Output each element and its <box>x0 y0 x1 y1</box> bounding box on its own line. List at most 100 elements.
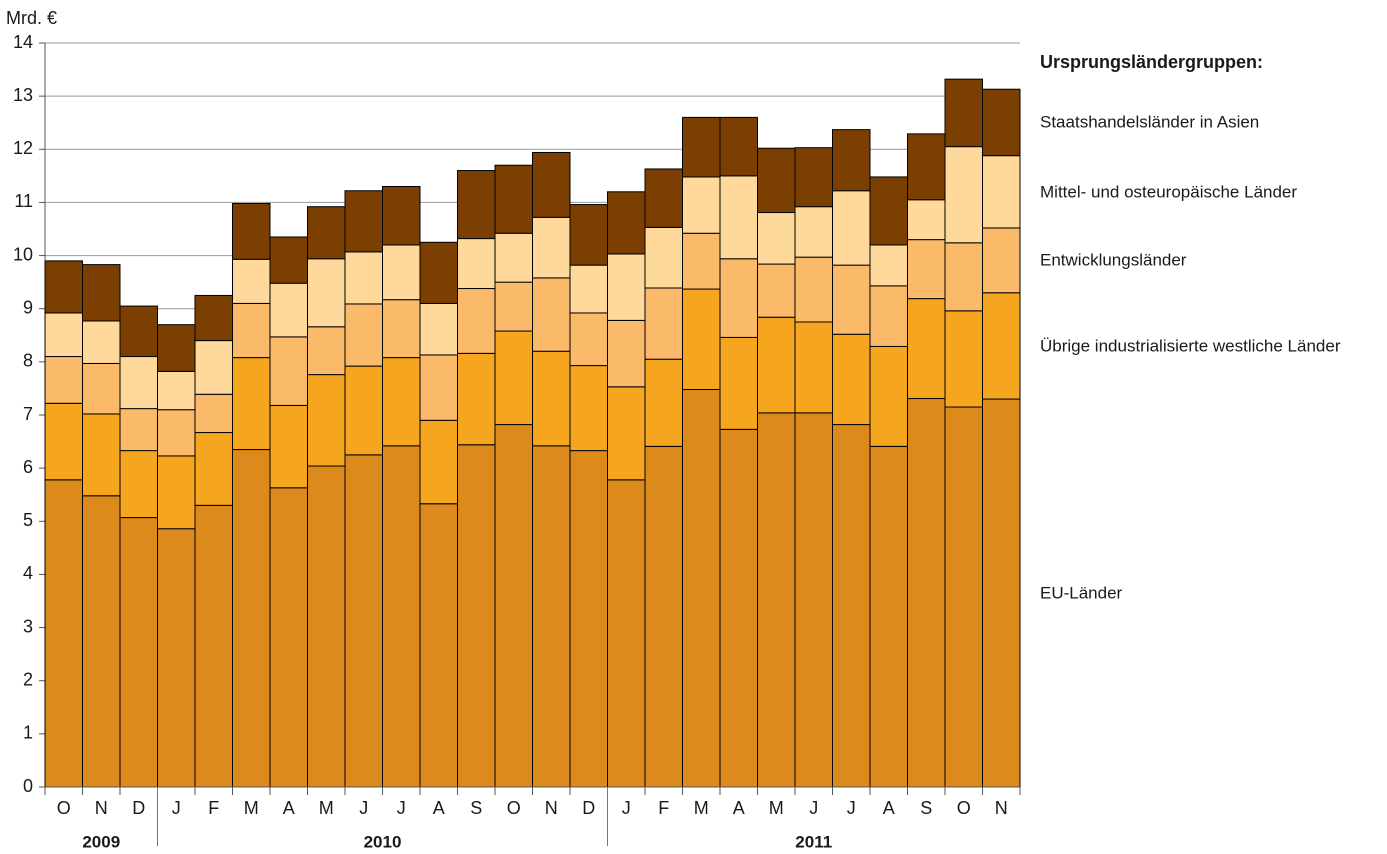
bar-segment <box>607 191 646 255</box>
bar-segment <box>44 312 83 358</box>
y-tick-label: 8 <box>23 351 33 371</box>
bar-segment <box>532 350 571 447</box>
bar-segment <box>419 241 458 304</box>
bar-segment <box>119 450 158 519</box>
bar-segment <box>944 242 983 312</box>
bar-segment <box>157 324 196 372</box>
legend-label: Mittel- und osteuropäische Länder <box>1040 182 1298 202</box>
x-tick-label: O <box>57 798 71 818</box>
bar-segment <box>82 413 121 497</box>
bar-segment <box>832 264 871 335</box>
bar-segment <box>682 232 721 290</box>
year-label: 2010 <box>364 832 402 851</box>
legend-label: Entwicklungsländer <box>1040 250 1187 270</box>
y-tick-label: 1 <box>23 723 33 743</box>
bar-segment <box>644 445 683 788</box>
bar-segment <box>269 404 308 489</box>
y-tick-label: 12 <box>13 138 33 158</box>
bar-segment <box>682 388 721 788</box>
bar-segment <box>719 175 758 260</box>
y-tick-label: 4 <box>23 563 33 583</box>
bar-segment <box>44 402 83 481</box>
bar-segment <box>982 227 1021 294</box>
bar-segment <box>82 320 121 364</box>
x-tick-label: A <box>283 798 295 818</box>
bar-segment <box>607 319 646 388</box>
bar-segment <box>44 260 83 314</box>
bar-segment <box>607 386 646 481</box>
bar-segment <box>644 287 683 360</box>
bar-segment <box>832 424 871 788</box>
bar-segment <box>532 151 571 218</box>
bar-segment <box>832 129 871 192</box>
bar-segment <box>232 258 271 304</box>
x-tick-label: J <box>809 798 818 818</box>
bar-segment <box>794 206 833 258</box>
bar-segment <box>719 116 758 177</box>
bar-segment <box>382 244 421 301</box>
x-tick-label: N <box>545 798 558 818</box>
bar-segment <box>44 356 83 404</box>
bar-segment <box>344 303 383 367</box>
x-tick-label: M <box>319 798 334 818</box>
bar-segment <box>719 428 758 788</box>
bar-segment <box>194 393 233 434</box>
bar-segment <box>457 170 496 240</box>
legend-title: Ursprungsländergruppen: <box>1040 52 1264 72</box>
bar-segment <box>194 432 233 506</box>
bar-segment <box>682 116 721 178</box>
x-tick-label: S <box>470 798 482 818</box>
bar-segment <box>232 449 271 788</box>
y-axis-label: Mrd. € <box>6 8 57 28</box>
bar-segment <box>119 517 158 788</box>
x-tick-label: J <box>622 798 631 818</box>
bar-segment <box>419 354 458 421</box>
x-tick-label: D <box>132 798 145 818</box>
bar-segment <box>982 88 1021 157</box>
bar-segment <box>569 264 608 314</box>
year-label: 2009 <box>82 832 120 851</box>
x-tick-label: M <box>769 798 784 818</box>
bar-segment <box>194 504 233 788</box>
bar-segment <box>457 238 496 290</box>
bar-segment <box>494 164 533 234</box>
bar-segment <box>157 528 196 788</box>
bar-segment <box>157 409 196 457</box>
bar-segment <box>494 232 533 283</box>
bar-segment <box>494 424 533 788</box>
bar-segment <box>982 155 1021 229</box>
legend-label: EU-Länder <box>1040 583 1123 603</box>
bar-segment <box>832 333 871 426</box>
x-tick-label: J <box>172 798 181 818</box>
bar-segment <box>757 147 796 214</box>
bar-segment <box>644 168 683 228</box>
x-tick-label: A <box>883 798 895 818</box>
bar-segment <box>232 202 271 260</box>
x-tick-label: F <box>208 798 219 818</box>
y-tick-label: 9 <box>23 297 33 317</box>
bar-segment <box>419 419 458 505</box>
y-tick-label: 6 <box>23 457 33 477</box>
x-tick-label: N <box>95 798 108 818</box>
bar-segment <box>494 330 533 426</box>
bar-segment <box>907 298 946 400</box>
bar-segment <box>794 321 833 414</box>
bar-segment <box>757 316 796 414</box>
bar-segment <box>307 258 346 328</box>
bar-segment <box>382 445 421 788</box>
bar-segment <box>907 133 946 201</box>
x-tick-label: S <box>920 798 932 818</box>
y-tick-label: 13 <box>13 85 33 105</box>
bar-segment <box>944 146 983 244</box>
bar-segment <box>119 356 158 410</box>
x-tick-label: M <box>694 798 709 818</box>
bar-segment <box>757 212 796 265</box>
bar-segment <box>569 450 608 788</box>
bar-segment <box>232 302 271 359</box>
bar-segment <box>569 312 608 367</box>
bar-segment <box>82 495 121 788</box>
bar-segment <box>307 326 346 376</box>
bar-segment <box>869 445 908 788</box>
bar-segment <box>457 288 496 354</box>
